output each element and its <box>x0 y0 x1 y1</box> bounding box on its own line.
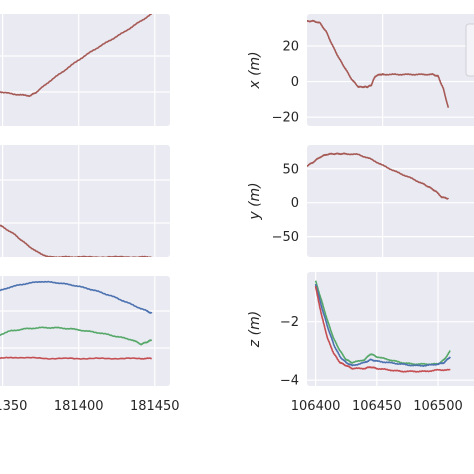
y-axis-label: y (m) <box>247 182 263 220</box>
gridlines <box>0 14 170 126</box>
x-tick-label: 181350 <box>0 399 27 414</box>
panel-right-bottom: −2 −4 106400 106450 106500 z (m) <box>247 272 474 414</box>
series-line-blue <box>0 280 153 314</box>
plot-background <box>0 145 170 257</box>
legend-box <box>465 23 474 77</box>
series-line-brown <box>307 152 450 200</box>
panel-right-middle: 50 0 −50 y (m) <box>247 145 474 257</box>
y-tick-label: 0 <box>291 75 299 90</box>
series-group <box>307 152 450 200</box>
x-tick-label: 106400 <box>291 399 341 414</box>
x-tick-label: 181400 <box>54 399 104 414</box>
y-tick-label: 50 <box>282 162 299 177</box>
panel-left-top <box>0 14 170 126</box>
y-tick-label: −20 <box>272 111 299 126</box>
panel-left-middle <box>0 145 170 257</box>
plot-background <box>0 14 170 126</box>
series-group <box>314 280 451 373</box>
panel-left-bottom: 181350 181400 181450 <box>0 276 180 414</box>
y-axis-label: z (m) <box>247 311 263 348</box>
x-tick-label: 181450 <box>130 399 180 414</box>
series-line-brown <box>0 14 153 98</box>
panel-right-top: 20 0 −20 x (m) <box>247 14 474 126</box>
series-line-red <box>314 285 451 373</box>
y-axis-label: x (m) <box>247 51 263 89</box>
series-line-blue <box>314 283 451 367</box>
series-line-brown <box>0 224 152 257</box>
y-tick-label: −2 <box>280 315 299 330</box>
plot-background <box>307 14 474 126</box>
gridlines <box>307 14 474 126</box>
series-line-red <box>0 356 152 360</box>
series-group <box>0 224 152 257</box>
gridlines <box>307 145 474 257</box>
y-tick-label: 0 <box>291 196 299 211</box>
series-group <box>0 14 153 98</box>
x-tick-label: 106500 <box>413 399 463 414</box>
gridlines <box>0 276 170 386</box>
series-line-brown <box>307 19 450 108</box>
series-line-green <box>0 326 153 346</box>
series-group <box>0 280 153 360</box>
x-tick-label: 106450 <box>352 399 402 414</box>
y-tick-label: −50 <box>272 230 299 245</box>
y-tick-label: 20 <box>282 40 299 55</box>
plot-background <box>307 145 474 257</box>
y-tick-label: −4 <box>280 374 299 389</box>
gridlines <box>307 272 474 386</box>
gridlines <box>0 145 170 257</box>
series-group <box>307 19 450 108</box>
plot-background <box>307 272 474 386</box>
